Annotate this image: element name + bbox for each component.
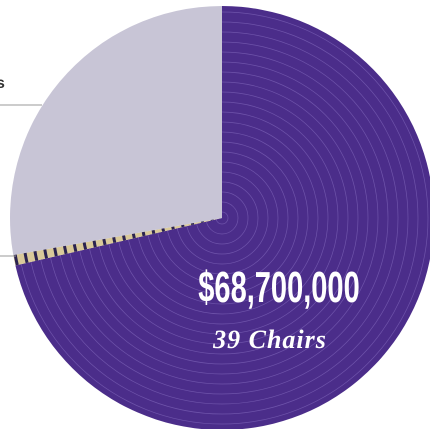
count-label: 39 Chairs <box>212 325 327 354</box>
pie <box>9 6 430 429</box>
ring-decoration <box>15 11 429 425</box>
pie-slice <box>9 6 222 256</box>
pie-slice <box>15 6 430 429</box>
amount-label: $68,700,000 <box>198 262 359 312</box>
cropped-label: s <box>0 75 5 92</box>
